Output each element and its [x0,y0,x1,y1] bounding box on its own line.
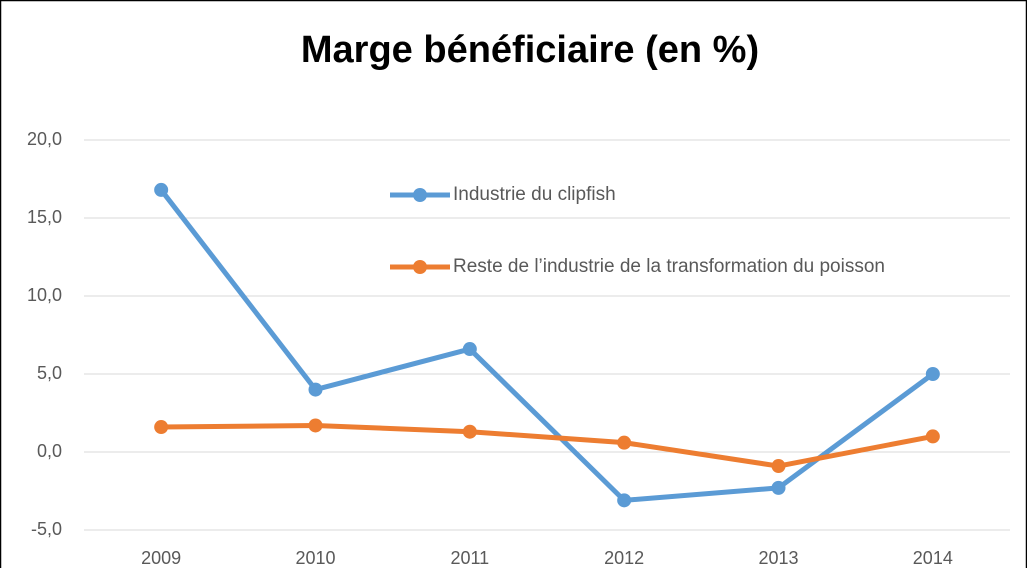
data-point [308,382,323,397]
y-tick-label: 15,0 [27,207,62,227]
series-line [161,422,934,469]
data-point [462,342,477,357]
y-tick-label: 10,0 [27,285,62,305]
data-point [617,493,632,508]
x-tick-label: 2012 [604,548,644,568]
data-point [154,182,169,197]
data-point [925,367,940,381]
legend-label: Industrie du clipfish [453,184,616,205]
legend-marker [413,260,427,274]
legend-marker [413,188,427,202]
data-point [925,429,940,444]
x-tick-label: 2011 [450,548,489,568]
data-point [617,435,632,450]
y-tick-label: 5,0 [37,363,62,383]
x-tick-label: 2010 [295,548,335,568]
series-line [159,188,935,503]
data-point [308,418,323,433]
chart-title: Marge bénéficiaire (en %) [301,29,759,71]
y-tick-label: 0,0 [37,441,62,461]
data-point [462,424,477,439]
x-tick-label: 2013 [758,548,798,568]
legend-label: Reste de l’industrie de la transformatio… [453,256,885,277]
data-point [771,459,786,474]
y-tick-label: -5,0 [31,519,62,539]
y-tick-label: 20,0 [27,129,62,149]
data-point [154,420,169,435]
x-tick-label: 2014 [913,548,953,568]
x-tick-label: 2009 [141,548,181,568]
data-point [771,480,786,495]
